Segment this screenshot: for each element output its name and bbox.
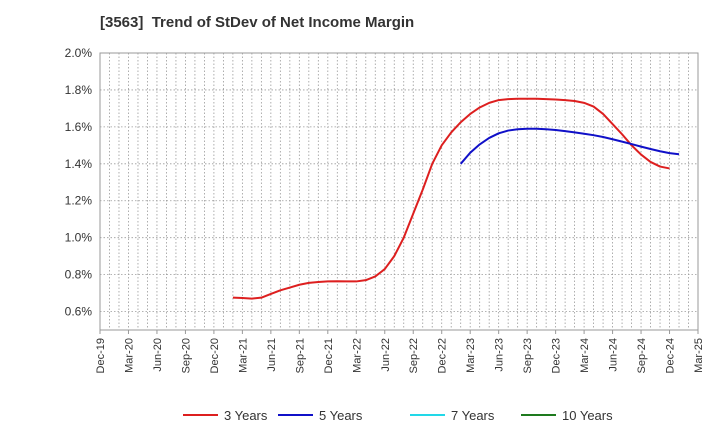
series-line-3-years bbox=[232, 97, 670, 300]
x-tick-label: Jun-21 bbox=[266, 338, 278, 372]
x-tick-label: Mar-24 bbox=[579, 338, 591, 373]
x-axis: Dec-19 Mar-20 Jun-20 Sep-20 Dec-20 Mar-21 Jun-… bbox=[95, 330, 705, 373]
legend-label: 7 Years bbox=[451, 408, 495, 423]
x-tick-label: Mar-22 bbox=[351, 338, 363, 373]
x-tick-label: Dec-21 bbox=[323, 338, 335, 373]
y-tick-label: 1.2% bbox=[65, 194, 93, 208]
chart-title: [3563] Trend of StDev of Net Income Marg… bbox=[100, 14, 415, 31]
y-tick-label: 1.6% bbox=[65, 120, 93, 134]
legend-item: 5 Years bbox=[278, 408, 363, 423]
legend-label: 3 Years bbox=[224, 408, 268, 423]
x-tick-label: Dec-20 bbox=[209, 338, 221, 373]
legend: 3 Years 5 Years 7 Years 10 Years bbox=[183, 408, 613, 423]
y-tick-label: 1.8% bbox=[65, 83, 93, 97]
x-tick-label: Jun-23 bbox=[494, 338, 506, 372]
x-tick-label: Jun-24 bbox=[608, 338, 620, 372]
legend-item: 7 Years bbox=[410, 408, 495, 423]
x-tick-label: Sep-24 bbox=[636, 338, 648, 373]
series-line-5-years bbox=[459, 127, 680, 165]
y-tick-label: 1.0% bbox=[65, 231, 93, 245]
x-tick-label: Mar-21 bbox=[237, 338, 249, 373]
y-tick-label: 2.0% bbox=[65, 46, 93, 60]
legend-label: 10 Years bbox=[562, 408, 613, 423]
x-tick-label: Sep-23 bbox=[522, 338, 534, 373]
series-lines bbox=[232, 97, 680, 300]
x-tick-label: Dec-22 bbox=[437, 338, 449, 373]
x-tick-label: Dec-24 bbox=[665, 338, 677, 373]
x-tick-label: Sep-22 bbox=[408, 338, 420, 373]
x-tick-label: Dec-23 bbox=[551, 338, 563, 373]
legend-label: 5 Years bbox=[319, 408, 363, 423]
x-tick-label: Mar-23 bbox=[465, 338, 477, 373]
x-tick-label: Mar-25 bbox=[693, 338, 705, 373]
x-tick-label: Jun-22 bbox=[380, 338, 392, 372]
x-tick-label: Mar-20 bbox=[123, 338, 135, 373]
legend-item: 3 Years bbox=[183, 408, 268, 423]
x-tick-label: Jun-20 bbox=[152, 338, 164, 372]
y-tick-label: 0.8% bbox=[65, 268, 93, 282]
legend-item: 10 Years bbox=[521, 408, 613, 423]
x-tick-label: Sep-20 bbox=[180, 338, 192, 373]
plot-area bbox=[99, 52, 699, 331]
x-tick-label: Dec-19 bbox=[95, 338, 107, 373]
y-tick-label: 0.6% bbox=[65, 305, 93, 319]
x-tick-label: Sep-21 bbox=[294, 338, 306, 373]
y-axis: 0.6% 0.8% 1.0% 1.2% 1.4% 1.6% 1.8% 2.0% bbox=[65, 46, 93, 319]
y-tick-label: 1.4% bbox=[65, 157, 93, 171]
